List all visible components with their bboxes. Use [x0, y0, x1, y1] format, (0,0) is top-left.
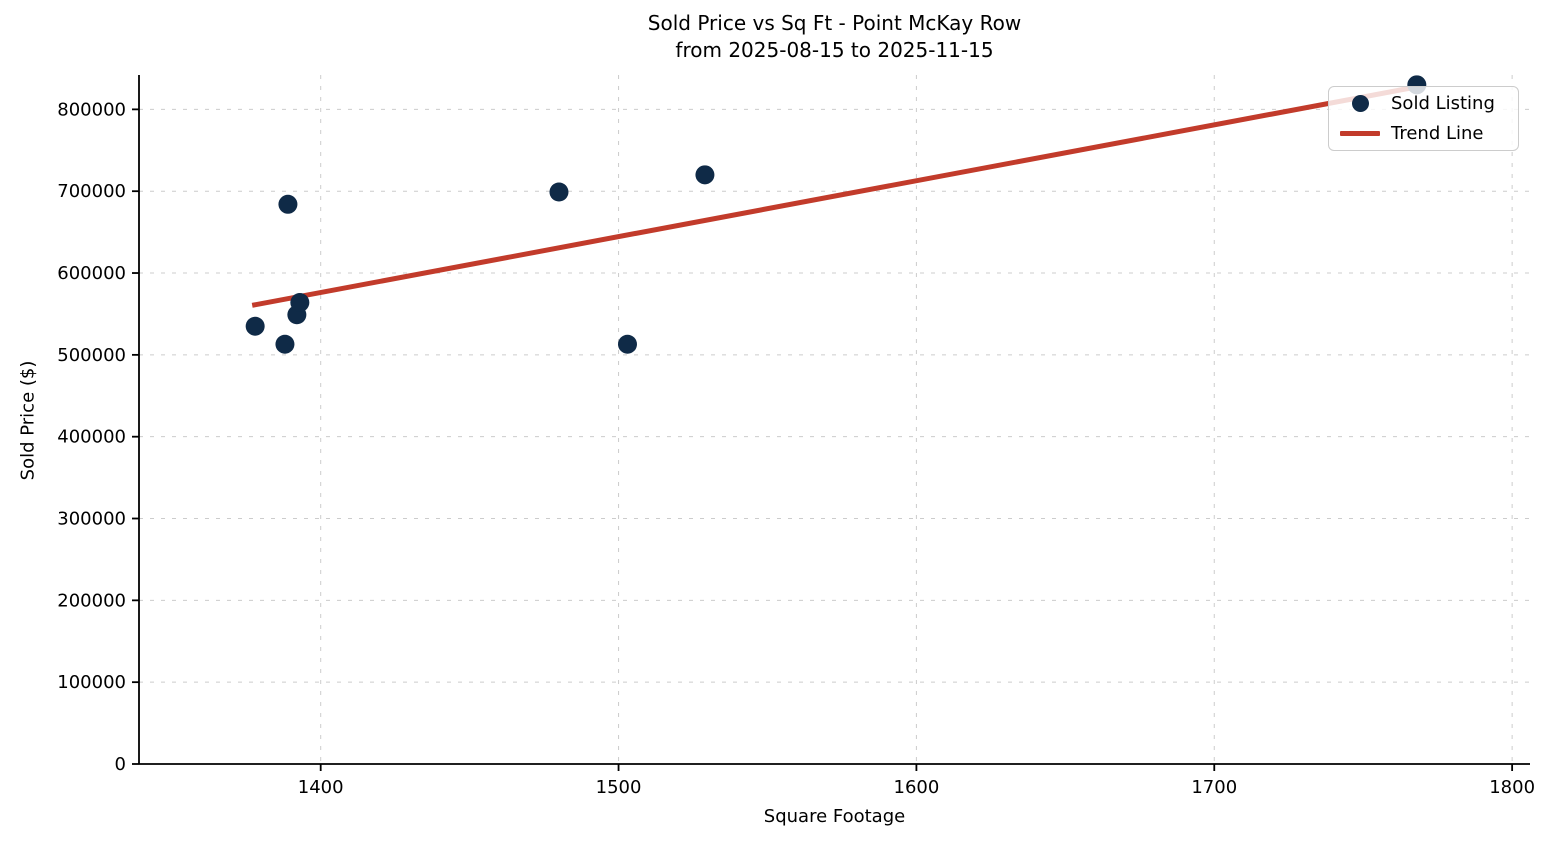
scatter-point — [617, 334, 637, 354]
legend-marker-col — [1329, 130, 1391, 136]
trend-line-icon — [1340, 130, 1380, 136]
y-tick-label: 500000 — [57, 345, 126, 366]
chart-title: Sold Price vs Sq Ft - Point McKay Row fr… — [647, 11, 1022, 62]
y-tick-label: 0 — [115, 754, 126, 775]
y-tick-label: 200000 — [57, 590, 126, 611]
scatter-point — [245, 316, 265, 336]
x-tick-label: 1800 — [1489, 777, 1535, 798]
x-tick-label: 1400 — [298, 777, 344, 798]
legend-item-sold-listing: Sold Listing — [1329, 91, 1518, 117]
legend: Sold Listing Trend Line — [1328, 86, 1519, 151]
y-tick-label: 800000 — [57, 99, 126, 120]
y-tick-label: 600000 — [57, 263, 126, 284]
x-tick-label: 1700 — [1191, 777, 1237, 798]
x-tick-label: 1600 — [894, 777, 940, 798]
y-tick-label: 400000 — [57, 427, 126, 448]
legend-label: Sold Listing — [1391, 93, 1495, 115]
scatter-point — [275, 334, 295, 354]
legend-marker-col — [1329, 95, 1391, 113]
x-tick-label: 1500 — [596, 777, 642, 798]
scatter-point — [290, 292, 310, 312]
y-tick-label: 300000 — [57, 509, 126, 530]
sold-listing-dot-icon — [1351, 95, 1369, 113]
y-tick-label: 100000 — [57, 672, 126, 693]
legend-item-trend-line: Trend Line — [1329, 121, 1518, 147]
y-axis-label: Sold Price ($) — [17, 360, 39, 481]
y-tick-label: 700000 — [57, 181, 126, 202]
scatter-point — [549, 182, 569, 202]
legend-label: Trend Line — [1391, 122, 1484, 144]
trend-line — [251, 84, 1418, 308]
x-axis-label: Square Footage — [763, 806, 906, 827]
scatter-point — [695, 165, 715, 185]
scatter-point — [278, 194, 298, 214]
